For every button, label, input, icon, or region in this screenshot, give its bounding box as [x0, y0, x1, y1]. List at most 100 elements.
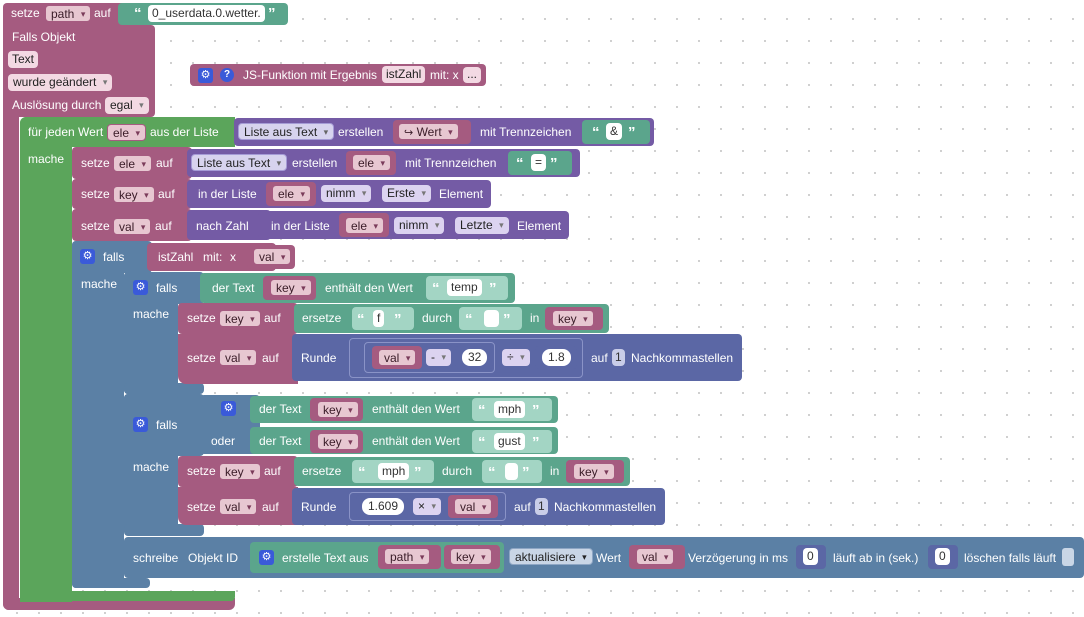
if-mph-bottom	[124, 524, 204, 536]
gust-value[interactable]: gust	[494, 433, 525, 450]
gear-icon[interactable]: ⚙	[259, 550, 274, 565]
val-getter-dropdown-2[interactable]: val	[378, 349, 417, 367]
gear-icon[interactable]: ⚙	[133, 280, 148, 295]
gear-icon[interactable]: ⚙	[80, 249, 95, 264]
set-val-label: setze	[81, 219, 110, 233]
trigger-condition-dropdown[interactable]: wurde geändert	[8, 74, 113, 91]
find-value[interactable]: f	[373, 310, 385, 327]
quote-open-icon: “	[358, 464, 366, 481]
number-1.8[interactable]: 1.8	[542, 349, 571, 366]
falls-objekt-label: Falls Objekt	[12, 30, 76, 44]
quote-close-icon: ”	[550, 155, 558, 172]
key-getter-dropdown-3[interactable]: key	[317, 401, 359, 419]
der-text-label-3: der Text	[259, 434, 302, 448]
number-32[interactable]: 32	[462, 349, 488, 366]
replace-mph-value[interactable]	[505, 463, 518, 480]
enthaelt-label-2: enthält den Wert	[372, 402, 460, 416]
divide-operator-dropdown[interactable]: ÷	[502, 349, 530, 366]
separator-value[interactable]: &	[606, 123, 623, 140]
position-dropdown-2[interactable]: Letzte	[455, 217, 509, 234]
loeschen-label: löschen falls läuft	[964, 551, 1057, 565]
val-getter-dropdown-4[interactable]: val	[636, 548, 675, 566]
ersetze-label: ersetze	[302, 311, 342, 325]
key-getter-dropdown[interactable]: key	[270, 279, 312, 297]
expire-number[interactable]: 0	[935, 548, 950, 565]
in-der-liste-label-2: in der Liste	[271, 219, 330, 233]
split-erstellen: erstellen	[338, 125, 384, 139]
quote-close-icon: ”	[532, 434, 540, 451]
replace-value[interactable]	[484, 310, 499, 327]
mph-value[interactable]: mph	[494, 401, 526, 418]
gear-icon[interactable]: ⚙	[221, 401, 236, 416]
separator-value-2[interactable]: =	[531, 154, 547, 171]
decimals-number-2[interactable]: 1	[535, 498, 548, 515]
find-mph-value[interactable]: mph	[378, 463, 410, 480]
gear-icon[interactable]: ⚙	[133, 417, 148, 432]
set-key-auf: auf	[158, 187, 175, 201]
set-path-label: setze	[11, 6, 40, 20]
ersetze-label-2: ersetze	[302, 464, 342, 478]
path-text-value[interactable]: 0_userdata.0.wetter.	[148, 5, 265, 22]
if-mph-falls: falls	[156, 418, 178, 432]
key-getter-dropdown-6[interactable]: key	[450, 548, 492, 566]
ele-getter-dropdown[interactable]: ele	[352, 154, 392, 172]
foreach-mache: mache	[28, 152, 65, 166]
set-val-variable-dropdown[interactable]: val	[113, 218, 152, 236]
ele-getter-dropdown-3[interactable]: ele	[345, 217, 385, 235]
foreach-variable-dropdown[interactable]: ele	[107, 124, 147, 142]
set-key-variable-dropdown[interactable]: key	[113, 186, 155, 204]
key-getter-dropdown-2[interactable]: key	[552, 310, 594, 328]
position-dropdown[interactable]: Erste	[382, 185, 432, 202]
path-getter-dropdown[interactable]: path	[384, 548, 431, 566]
if-mph-mache: mache	[133, 460, 170, 474]
split-erstellen-2: erstellen	[292, 156, 338, 170]
durch-label: durch	[422, 311, 453, 325]
oder-label: oder	[211, 434, 236, 448]
split-mode-dropdown[interactable]: Liste aus Text	[238, 123, 335, 141]
element-label-2: Element	[517, 219, 562, 233]
nachkommastellen-label-2: Nachkommastellen	[554, 500, 657, 514]
set-val-round-label: setze	[187, 351, 216, 365]
set-key-replace-mph-label: setze	[187, 464, 216, 478]
ausloesung-dropdown[interactable]: egal	[105, 97, 149, 114]
nimm-dropdown[interactable]: nimm	[321, 185, 372, 202]
js-function-more-button[interactable]: ...	[463, 67, 482, 83]
set-ele-variable-dropdown[interactable]: ele	[113, 155, 153, 173]
set-key-replace-variable[interactable]: key	[219, 310, 261, 328]
delay-number[interactable]: 0	[803, 548, 818, 565]
temp-value[interactable]: temp	[447, 279, 482, 296]
key-getter-dropdown-4[interactable]: key	[317, 433, 359, 451]
minus-operator-dropdown[interactable]: -	[426, 349, 451, 366]
split-mode-dropdown-2[interactable]: Liste aus Text	[191, 154, 288, 172]
set-val-convert-variable[interactable]: val	[219, 498, 258, 516]
gear-icon[interactable]: ⚙	[198, 68, 213, 83]
ele-getter-dropdown-2[interactable]: ele	[272, 185, 312, 203]
clear-running-checkbox[interactable]	[1062, 548, 1074, 566]
val-getter-dropdown[interactable]: val	[253, 248, 292, 266]
if-temp-falls: falls	[156, 281, 178, 295]
help-icon[interactable]: ?	[220, 68, 234, 82]
foreach-block-bottom	[20, 591, 235, 601]
set-val-round-variable[interactable]: val	[219, 349, 258, 367]
nimm-dropdown-2[interactable]: nimm	[394, 217, 445, 234]
ausloesung-label: Auslösung durch	[12, 98, 102, 112]
aktualisiere-dropdown[interactable]: aktualisiere	[509, 548, 593, 566]
set-val-convert-label: setze	[187, 500, 216, 514]
in-label: in	[530, 311, 540, 325]
wert-label: Wert	[416, 125, 442, 139]
quote-close-icon: ”	[503, 311, 511, 328]
get-value-dropdown[interactable]: ↪ Wert	[398, 123, 459, 141]
object-id-input[interactable]: Text	[8, 51, 39, 68]
quote-close-icon: ”	[394, 311, 402, 328]
to-number-block[interactable]	[187, 210, 271, 240]
der-text-label-2: der Text	[259, 402, 302, 416]
key-getter-dropdown-5[interactable]: key	[573, 463, 615, 481]
set-key-replace-mph-variable[interactable]: key	[219, 463, 261, 481]
multiply-operator-dropdown[interactable]: ×	[413, 498, 442, 515]
number-1.609[interactable]: 1.609	[362, 498, 405, 515]
val-getter-dropdown-3[interactable]: val	[454, 498, 493, 516]
js-function-name-input[interactable]: istZahl	[382, 66, 426, 83]
js-function-params: mit: x	[430, 68, 459, 82]
decimals-number[interactable]: 1	[612, 349, 625, 366]
path-variable-dropdown[interactable]: path	[45, 5, 92, 23]
